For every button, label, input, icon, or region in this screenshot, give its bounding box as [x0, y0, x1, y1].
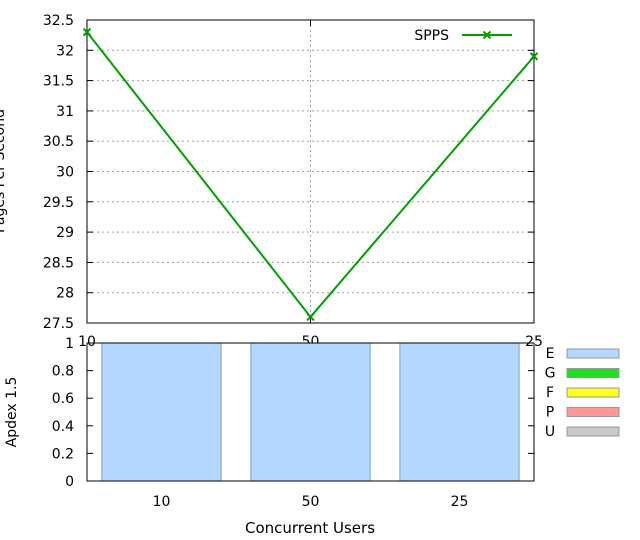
top-y-tick-label: 28: [56, 286, 74, 302]
bottom-y-tick-label: 0.2: [52, 446, 74, 462]
legend-swatch-u: [566, 426, 620, 437]
bar-25-e: [399, 342, 520, 482]
top-y-tick-label: 31: [56, 104, 74, 120]
legend-swatch-p: [566, 407, 620, 417]
top-y-tick-label: 29: [56, 225, 74, 241]
legend-label-u: U: [545, 424, 555, 440]
bottom-y-tick-label: 0: [65, 474, 74, 490]
bar-50-e: [250, 342, 371, 482]
legend-label-spps: SPPS: [414, 28, 449, 44]
top-series: [82, 27, 539, 322]
top-x-ticks: 10 50 25: [78, 20, 543, 350]
top-legend: SPPS: [414, 28, 512, 44]
top-y-ticks: 27.5 28 28.5 29 29.5 30 30.5 31 31.5 32 32.5: [43, 13, 534, 332]
top-y-axis-label: Pages Per Second: [0, 109, 8, 233]
bottom-y-tick-label: 0.4: [52, 419, 74, 435]
bottom-x-tick-label: 50: [302, 494, 320, 510]
legend-label-f: F: [546, 385, 554, 401]
bottom-x-tick-label: 25: [451, 494, 469, 510]
legend-label-e: E: [546, 346, 555, 362]
legend-swatch-e: [566, 348, 620, 359]
top-y-tick-label: 27.5: [43, 316, 74, 332]
top-y-tick-label: 32.5: [43, 13, 74, 29]
data-point-spps: [82, 27, 92, 37]
data-point-spps: [306, 312, 315, 322]
bottom-x-tick-label: 10: [153, 494, 171, 510]
legend-marker-spps: [482, 30, 492, 40]
bar-10-e: [101, 342, 222, 482]
legend-label-p: P: [546, 405, 554, 421]
bottom-x-ticks: 10 50 25: [153, 494, 469, 510]
bottom-y-ticks: 0 0.2 0.4 0.6 0.8 1: [52, 336, 534, 490]
legend-swatch-f: [566, 387, 620, 398]
top-y-tick-label: 30.5: [43, 134, 74, 150]
top-y-tick-label: 31.5: [43, 74, 74, 90]
x-axis-label: Concurrent Users: [245, 519, 375, 537]
bottom-bars: [101, 342, 520, 482]
top-grid: [87, 20, 534, 323]
bottom-y-tick-label: 0.6: [52, 391, 74, 407]
top-y-tick-label: 30: [56, 165, 74, 181]
bottom-y-axis-label: Apdex 1.5: [4, 377, 20, 448]
series-line-spps: [86, 31, 535, 319]
top-plot: 27.5 28 28.5 29 29.5 30 30.5 31 31.5 32 32.5 10 50 2…: [0, 13, 543, 350]
legend-swatch-g: [566, 368, 620, 378]
legend-label-g: G: [545, 366, 556, 382]
data-point-spps: [529, 52, 539, 61]
top-y-tick-label: 28.5: [43, 255, 74, 271]
bottom-y-tick-label: 0.8: [52, 364, 74, 380]
top-y-tick-label: 29.5: [43, 195, 74, 211]
bottom-y-tick-label: 1: [65, 336, 74, 352]
top-x-tick-label: 10: [78, 334, 96, 350]
top-y-tick-label: 32: [56, 43, 74, 59]
legend-marker-x: [482, 30, 492, 40]
bottom-plot-frame: [86, 342, 535, 482]
top-x-tick-label: 25: [525, 334, 543, 350]
